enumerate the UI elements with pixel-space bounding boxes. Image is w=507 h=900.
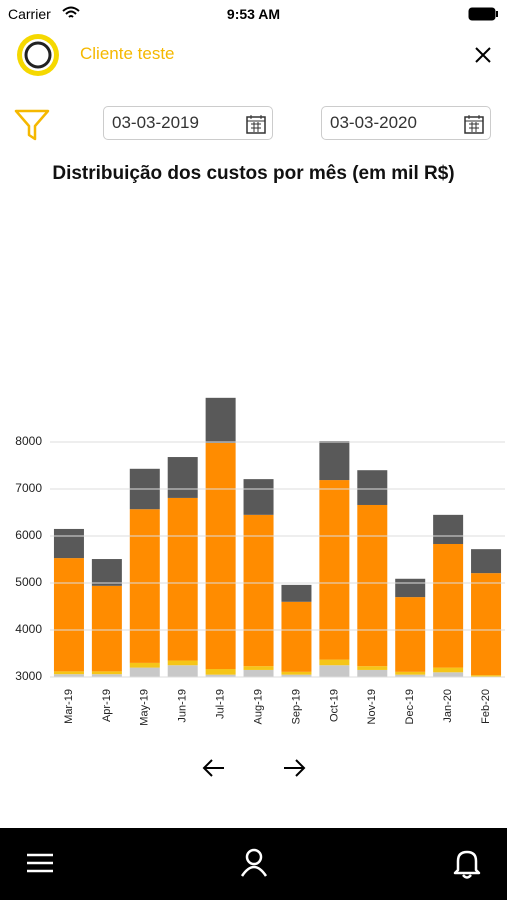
- bar-segment: [357, 470, 388, 505]
- x-tick-label: May-19: [139, 689, 151, 726]
- y-tick-label: 7000: [15, 481, 42, 495]
- bar-segment: [53, 674, 84, 677]
- battery-icon: [468, 7, 498, 21]
- bar-segment: [471, 549, 502, 574]
- bar-segment: [167, 665, 198, 677]
- bar-segment: [395, 674, 426, 677]
- tab-bar: [0, 828, 507, 900]
- bar-segment: [395, 597, 426, 672]
- bar-segment: [433, 667, 464, 673]
- bar-segment: [319, 441, 350, 481]
- prev-button[interactable]: [202, 759, 224, 777]
- y-tick-label: 4000: [15, 622, 42, 636]
- bar-segment: [319, 665, 350, 677]
- bar-segment: [91, 559, 122, 586]
- bar-segment: [243, 479, 274, 515]
- bar-segment: [395, 578, 426, 598]
- bar-segment: [395, 671, 426, 675]
- bar-segment: [205, 442, 236, 670]
- bar-segment: [243, 514, 274, 667]
- x-tick-label: Aug-19: [252, 689, 264, 724]
- bar-segment: [53, 671, 84, 675]
- start-date-input[interactable]: 03-03-2019: [103, 106, 273, 140]
- bar-segment: [433, 672, 464, 677]
- bar-segment: [281, 601, 312, 672]
- bar-segment: [471, 675, 502, 677]
- bar-segment: [205, 397, 236, 443]
- plot-area: [53, 397, 502, 677]
- bar-segment: [281, 584, 312, 602]
- bar-segment: [53, 558, 84, 672]
- carrier: Carrier: [8, 6, 51, 22]
- calendar-icon: [464, 115, 484, 134]
- bar-segment: [319, 659, 350, 666]
- bar-segment: [357, 504, 388, 667]
- calendar-icon: [246, 115, 266, 134]
- x-tick-label: Dec-19: [404, 689, 416, 724]
- bar-segment: [129, 509, 160, 663]
- x-tick-label: Sep-19: [290, 689, 302, 724]
- chart-title: Distribuição dos custos por mês (em mil …: [52, 163, 455, 184]
- header-title: Cliente teste: [80, 44, 175, 63]
- bar-segment: [357, 666, 388, 670]
- bar-segment: [167, 660, 198, 666]
- y-tick-label: 5000: [15, 575, 42, 589]
- y-tick-label: 6000: [15, 528, 42, 542]
- chart: 3000 4000 5000 6000 7000 8000 Mar-19 Apr-19 May-…: [15, 397, 505, 726]
- bar-segment: [205, 674, 236, 677]
- close-button[interactable]: [474, 46, 492, 64]
- end-date: 03-03-2020: [330, 113, 417, 132]
- bar-segment: [205, 669, 236, 675]
- bar-segment: [243, 669, 274, 677]
- filter-button[interactable]: [14, 108, 50, 142]
- wifi-icon: [62, 6, 80, 18]
- bar-segment: [281, 674, 312, 677]
- x-tick-label: Jan-20: [442, 689, 454, 723]
- bar-segment: [281, 671, 312, 675]
- bar-segment: [91, 585, 122, 672]
- x-tick-label: Apr-19: [101, 689, 113, 722]
- x-tick-label: Oct-19: [328, 689, 340, 722]
- x-tick-label: Jun-19: [177, 689, 189, 723]
- bar-segment: [319, 480, 350, 660]
- bar-segment: [357, 669, 388, 677]
- bar-segment: [433, 514, 464, 544]
- next-button[interactable]: [284, 759, 306, 777]
- menu-button[interactable]: [26, 852, 54, 874]
- bar-segment: [471, 573, 502, 676]
- y-tick-label: 8000: [15, 434, 42, 448]
- x-tick-label: Feb-20: [480, 689, 492, 724]
- profile-button[interactable]: [240, 848, 268, 878]
- x-tick-label: Mar-19: [63, 689, 75, 724]
- bar-segment: [433, 543, 464, 668]
- bar-segment: [167, 497, 198, 661]
- logo: [17, 34, 59, 76]
- x-tick-label: Nov-19: [366, 689, 378, 724]
- end-date-input[interactable]: 03-03-2020: [321, 106, 491, 140]
- bar-segment: [243, 666, 274, 670]
- bar-segment: [91, 674, 122, 677]
- start-date: 03-03-2019: [112, 113, 199, 132]
- bar-segment: [167, 457, 198, 498]
- bar-segment: [91, 671, 122, 675]
- pager: [202, 759, 306, 777]
- clock: 9:53 AM: [226, 6, 281, 22]
- bar-segment: [53, 528, 84, 559]
- bar-segment: [129, 667, 160, 677]
- status-bar: Carrier 9:53 AM: [0, 0, 507, 28]
- x-tick-label: Jul-19: [215, 689, 227, 719]
- notifications-button[interactable]: [452, 848, 482, 880]
- y-tick-label: 3000: [15, 669, 42, 683]
- bar-segment: [129, 662, 160, 668]
